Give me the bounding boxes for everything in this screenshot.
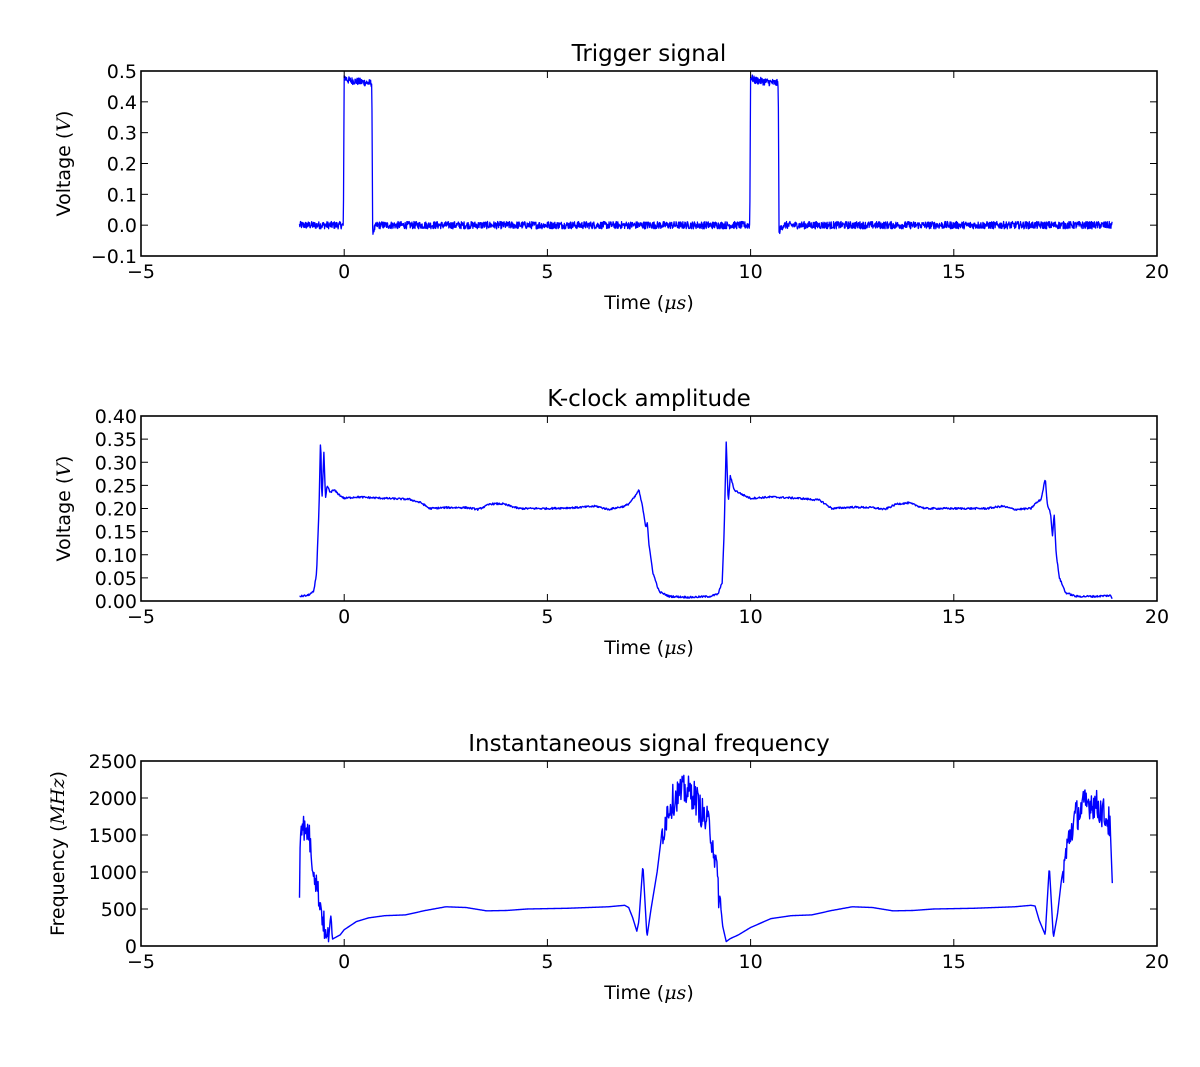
y-tick-label: 0.40	[95, 406, 137, 428]
y-tick-label: 0.35	[95, 429, 137, 451]
y-tick-label: 0.30	[95, 452, 137, 474]
y-tick-label: 500	[101, 899, 137, 921]
x-tick-label: 15	[942, 606, 966, 628]
x-tick-label: 15	[942, 951, 966, 973]
y-tick-label: 0.15	[95, 522, 137, 544]
x-tick-label: −5	[127, 606, 155, 628]
y-tick-label: −0.1	[91, 246, 137, 268]
kclock-amplitude-chart: K-clock amplitude−5 0 5 10 15 200.000.050.100…	[53, 386, 1169, 659]
x-tick-label: 0	[338, 606, 350, 628]
x-tick-label: 0	[338, 951, 350, 973]
y-tick-label: 0.0	[107, 215, 137, 237]
y-tick-label: 0	[125, 936, 137, 958]
y-tick-label: 0.10	[95, 545, 137, 567]
axes-frame	[140, 415, 1158, 602]
y-tick-label: 1000	[89, 862, 137, 884]
y-tick-label: 0.3	[107, 123, 137, 145]
x-axis-label: Time (μs)	[603, 292, 693, 314]
instantaneous-frequency-chart: Instantaneous signal frequency−5 0 5 10 15 20…	[47, 731, 1169, 1004]
x-tick-label: 20	[1145, 606, 1169, 628]
x-tick-label: −5	[127, 951, 155, 973]
chart-title: Trigger signal	[571, 41, 727, 67]
y-tick-label: 1500	[89, 825, 137, 847]
y-tick-label: 2000	[89, 788, 137, 810]
x-tick-label: 5	[541, 261, 553, 283]
data-line-frequency	[298, 774, 1113, 943]
data-line-kclock	[299, 441, 1113, 600]
y-tick-label: 0.05	[95, 568, 137, 590]
y-tick-label: 0.4	[107, 92, 137, 114]
y-axis-label: Voltage (V)	[53, 111, 75, 217]
y-axis-label: Frequency (MHz)	[47, 771, 69, 936]
x-axis-label: Time (μs)	[603, 637, 693, 659]
y-tick-label: 0.2	[107, 154, 137, 176]
x-tick-label: 0	[338, 261, 350, 283]
axes-frame	[140, 760, 1158, 947]
x-tick-label: 5	[541, 606, 553, 628]
trigger-signal-chart: Trigger signal −5 0 5 10 15 20 −0.1 0.0 0.1 0.2 0.3…	[53, 41, 1169, 314]
x-tick-label: 15	[942, 261, 966, 283]
x-tick-label: 20	[1145, 951, 1169, 973]
x-tick-label: 5	[541, 951, 553, 973]
x-tick-label: 10	[739, 261, 763, 283]
y-tick-label: 0.20	[95, 499, 137, 521]
y-axis-label: Voltage (V)	[53, 456, 75, 562]
x-tick-label: 10	[739, 606, 763, 628]
x-tick-label: −5	[127, 261, 155, 283]
x-tick-label: 10	[739, 951, 763, 973]
x-axis-label: Time (μs)	[603, 982, 693, 1004]
chart-title: K-clock amplitude	[547, 386, 751, 412]
y-tick-label: 0.1	[107, 184, 137, 206]
y-tick-label: 2500	[89, 751, 137, 773]
chart-title: Instantaneous signal frequency	[468, 731, 830, 757]
y-tick-label: 0.5	[107, 61, 137, 83]
data-line-trigger	[298, 74, 1113, 235]
x-tick-label: 20	[1145, 261, 1169, 283]
y-tick-label: 0.25	[95, 475, 137, 497]
y-tick-label: 0.00	[95, 591, 137, 613]
